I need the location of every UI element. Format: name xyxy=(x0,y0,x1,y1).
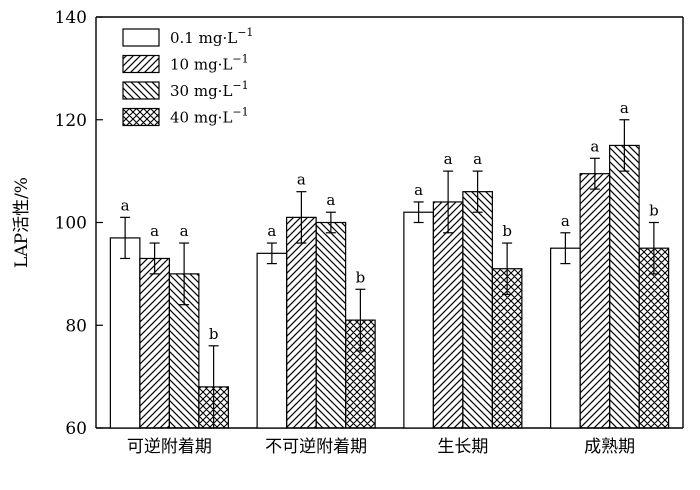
significance-label: a xyxy=(590,137,599,155)
significance-label: a xyxy=(620,99,629,117)
y-tick-label: 80 xyxy=(65,316,87,336)
significance-label: a xyxy=(297,171,306,189)
bar xyxy=(491,268,523,429)
significance-label: b xyxy=(649,202,659,220)
bar xyxy=(462,191,493,429)
plot-area: 60 80 100 120 140 LAP活性/% a a a b 可逆附着期 a a a b 不可逆附着期 a… xyxy=(12,8,684,457)
category-label: 生长期 xyxy=(437,437,488,457)
bar xyxy=(550,247,581,429)
bar xyxy=(109,237,141,429)
bar xyxy=(315,221,347,429)
significance-label: b xyxy=(502,222,512,240)
significance-label: a xyxy=(326,191,335,209)
legend-unit-exponent: −1 xyxy=(232,106,248,119)
legend: 0.1 mg·L−1 10 mg·L−1 30 mg·L−1 40 mg·L−1 xyxy=(122,26,253,127)
legend-swatch xyxy=(122,107,160,127)
legend-entry-label: 40 mg·L−1 xyxy=(170,106,249,127)
y-tick-label: 100 xyxy=(55,214,87,234)
significance-label: b xyxy=(209,325,219,343)
significance-label: a xyxy=(561,212,570,230)
significance-label: b xyxy=(356,268,366,286)
legend-unit-exponent: −1 xyxy=(232,53,248,66)
bar xyxy=(579,173,611,429)
legend-unit-exponent: −1 xyxy=(237,26,253,39)
significance-label: a xyxy=(444,150,453,168)
legend-unit-exponent: −1 xyxy=(232,79,248,92)
legend-swatch xyxy=(122,28,160,47)
bar xyxy=(403,211,434,429)
significance-label: a xyxy=(180,222,189,240)
significance-label: a xyxy=(414,181,423,199)
significance-label: a xyxy=(473,150,482,168)
bar xyxy=(609,144,640,429)
category-label: 可逆附着期 xyxy=(127,437,212,457)
category-label: 成熟期 xyxy=(584,436,635,457)
y-tick-label: 120 xyxy=(55,111,87,131)
y-tick-label: 60 xyxy=(65,419,87,439)
legend-entry-label: 0.1 mg·L−1 xyxy=(170,26,253,47)
y-axis-label: LAP活性/% xyxy=(12,177,32,268)
significance-label: a xyxy=(121,196,130,214)
bar xyxy=(286,216,317,429)
y-tick-label: 140 xyxy=(55,8,87,28)
significance-label: a xyxy=(150,222,159,240)
legend-entry-label: 30 mg·L−1 xyxy=(170,79,249,100)
bar xyxy=(139,257,170,429)
legend-entry-label: 10 mg·L−1 xyxy=(170,53,249,74)
bar xyxy=(256,252,288,429)
legend-swatch xyxy=(122,81,160,100)
category-label: 不可逆附着期 xyxy=(265,437,367,457)
bar xyxy=(638,247,670,429)
bar xyxy=(432,201,464,429)
legend-swatch xyxy=(122,54,160,74)
significance-label: a xyxy=(267,222,276,240)
